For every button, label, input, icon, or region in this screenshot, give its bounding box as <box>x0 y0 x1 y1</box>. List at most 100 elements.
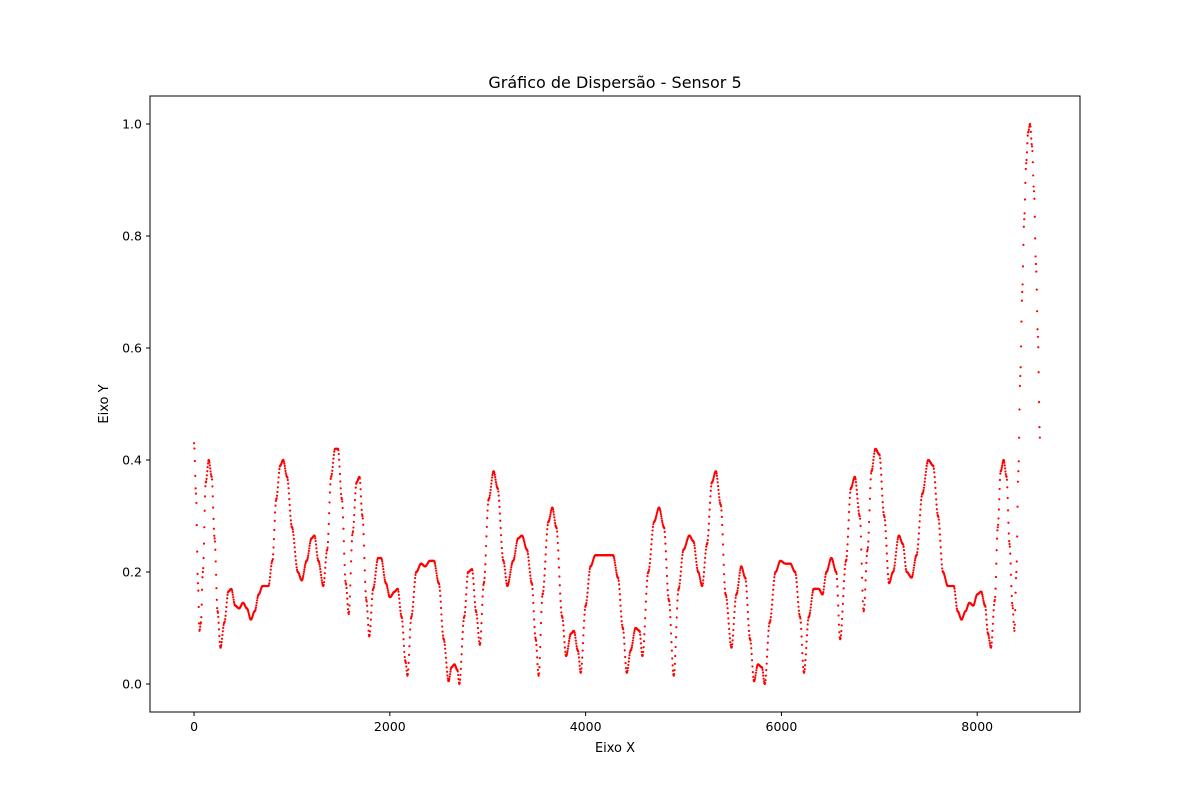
chart-title: Gráfico de Dispersão - Sensor 5 <box>488 73 741 92</box>
data-point <box>507 580 510 583</box>
data-point <box>436 577 439 580</box>
data-point <box>539 645 542 649</box>
data-point <box>338 465 341 468</box>
data-point <box>276 490 279 494</box>
data-point <box>362 544 366 547</box>
data-point <box>515 544 518 547</box>
data-point <box>1004 467 1007 470</box>
data-point <box>732 622 735 626</box>
data-point <box>895 547 898 550</box>
x-tick-label: 8000 <box>961 719 993 734</box>
data-point <box>822 588 825 591</box>
data-point <box>615 571 618 574</box>
data-point <box>358 475 361 478</box>
data-point <box>856 493 859 496</box>
data-point <box>841 617 844 620</box>
data-point <box>1029 125 1032 128</box>
data-point <box>314 539 317 543</box>
data-point <box>881 500 884 504</box>
data-point <box>726 607 729 610</box>
data-point <box>580 662 583 665</box>
data-point <box>648 565 651 568</box>
data-point <box>208 459 211 462</box>
data-point <box>676 599 679 602</box>
data-point <box>483 580 486 583</box>
data-point <box>349 560 353 563</box>
data-point <box>915 553 919 556</box>
data-point <box>641 653 644 657</box>
data-point <box>626 669 629 672</box>
data-point <box>856 501 859 505</box>
data-point <box>799 617 802 620</box>
data-point <box>733 616 736 620</box>
data-point <box>438 589 442 592</box>
data-point <box>318 563 321 566</box>
data-point <box>544 560 547 563</box>
data-point <box>575 642 578 645</box>
data-point <box>639 633 642 636</box>
data-point <box>885 552 888 555</box>
data-point <box>441 634 445 637</box>
data-point <box>473 601 476 604</box>
data-point <box>938 527 941 530</box>
data-point <box>847 519 850 522</box>
data-point <box>194 487 197 490</box>
data-point <box>292 537 296 540</box>
data-point <box>442 638 446 642</box>
data-point <box>708 508 711 511</box>
data-point <box>361 514 364 518</box>
data-point <box>295 566 298 569</box>
data-point <box>879 467 882 470</box>
data-point <box>1033 197 1036 200</box>
data-point <box>269 568 272 571</box>
data-point <box>1005 478 1009 481</box>
data-point <box>663 527 666 530</box>
data-point <box>351 530 355 533</box>
data-point <box>866 550 869 553</box>
data-point <box>995 549 998 552</box>
data-point <box>810 600 813 603</box>
data-point <box>844 563 847 566</box>
data-point <box>558 575 561 578</box>
data-point <box>699 577 702 581</box>
data-point <box>361 517 364 520</box>
data-point <box>973 600 976 603</box>
y-tick-label: 0.6 <box>122 341 142 356</box>
data-point <box>769 616 772 619</box>
data-point <box>213 540 217 543</box>
data-point <box>886 573 890 576</box>
data-point <box>409 628 412 631</box>
data-point <box>460 653 463 656</box>
data-point <box>896 540 899 544</box>
data-point <box>893 564 896 567</box>
data-point <box>212 506 215 509</box>
data-point <box>373 583 376 586</box>
data-point <box>203 526 206 529</box>
data-point <box>823 585 826 588</box>
data-point <box>563 641 566 644</box>
data-point <box>736 591 739 594</box>
data-point <box>873 450 876 453</box>
data-point <box>561 616 564 620</box>
data-point <box>435 574 439 577</box>
data-point <box>676 607 679 610</box>
data-point <box>220 643 223 647</box>
data-point <box>373 580 376 583</box>
data-point <box>767 629 770 632</box>
data-point <box>617 577 620 580</box>
data-point <box>536 656 539 659</box>
data-point <box>937 515 940 519</box>
data-point <box>1007 532 1010 535</box>
data-point <box>618 593 621 596</box>
data-point <box>194 492 198 495</box>
data-point <box>649 553 652 556</box>
data-point <box>694 557 698 560</box>
data-point <box>480 622 483 625</box>
data-point <box>533 632 537 635</box>
data-point <box>996 526 999 529</box>
data-point <box>359 481 362 485</box>
data-point <box>670 649 673 652</box>
data-point <box>1036 335 1040 338</box>
data-point <box>630 646 633 649</box>
data-point <box>324 556 328 559</box>
